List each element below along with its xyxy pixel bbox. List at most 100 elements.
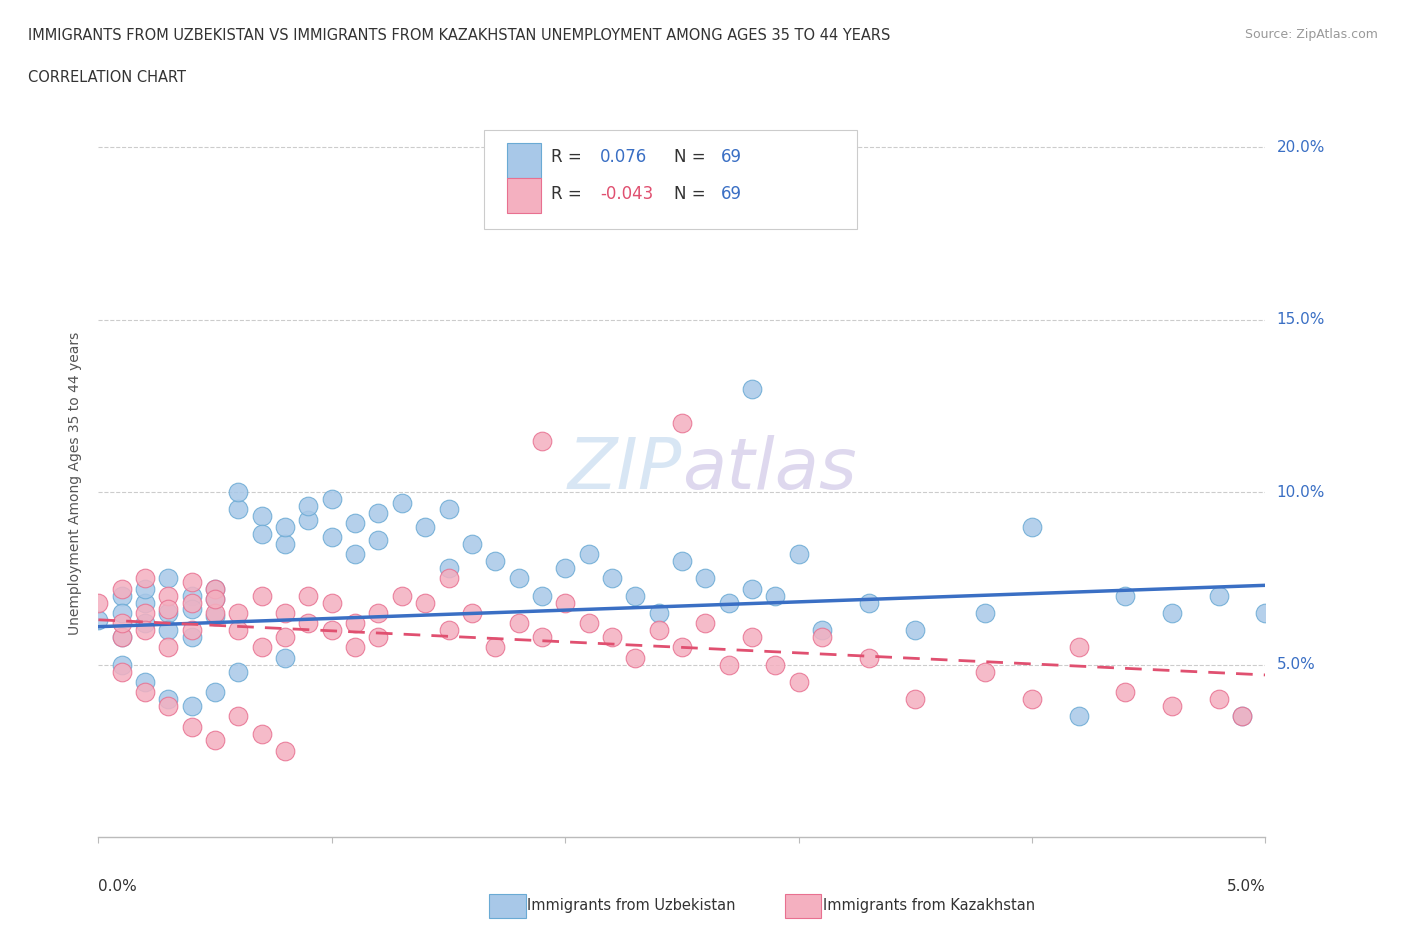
Point <box>787 674 810 689</box>
Point <box>204 609 226 624</box>
Point <box>297 512 319 527</box>
Point <box>274 650 297 665</box>
Point <box>530 433 553 448</box>
Point <box>600 571 623 586</box>
Text: Immigrants from Uzbekistan: Immigrants from Uzbekistan <box>527 898 735 913</box>
Point <box>1254 605 1277 620</box>
Text: 10.0%: 10.0% <box>1277 485 1324 499</box>
FancyBboxPatch shape <box>484 130 858 229</box>
Text: CORRELATION CHART: CORRELATION CHART <box>28 70 186 85</box>
Point <box>344 516 367 531</box>
Text: N =: N = <box>673 148 710 166</box>
Point <box>1021 519 1043 534</box>
Point <box>1114 684 1136 699</box>
Point <box>461 605 484 620</box>
Point <box>204 581 226 596</box>
Point <box>157 640 180 655</box>
Point <box>204 733 226 748</box>
Point <box>461 537 484 551</box>
Point <box>204 591 226 606</box>
Point <box>1161 698 1184 713</box>
Point <box>530 630 553 644</box>
Point <box>111 605 134 620</box>
Point <box>274 519 297 534</box>
Point <box>180 575 202 590</box>
Point <box>157 588 180 603</box>
Point <box>437 502 460 517</box>
Point <box>321 529 343 544</box>
Text: atlas: atlas <box>682 435 856 504</box>
Point <box>1067 709 1090 724</box>
Point <box>297 498 319 513</box>
Point <box>811 623 834 638</box>
Point <box>974 605 997 620</box>
Point <box>274 630 297 644</box>
Point <box>134 684 156 699</box>
Text: 0.076: 0.076 <box>600 148 648 166</box>
Point <box>811 630 834 644</box>
FancyBboxPatch shape <box>508 143 541 178</box>
Point <box>204 605 226 620</box>
Point <box>647 605 669 620</box>
Point <box>671 640 693 655</box>
Point <box>180 588 202 603</box>
Point <box>180 630 202 644</box>
Point <box>111 616 134 631</box>
Point <box>1230 709 1253 724</box>
Point <box>1114 588 1136 603</box>
Point <box>134 623 156 638</box>
Point <box>741 630 763 644</box>
Point <box>111 658 134 672</box>
Point <box>858 595 880 610</box>
Point <box>554 561 576 576</box>
Point <box>204 684 226 699</box>
Point <box>367 630 389 644</box>
Point <box>157 692 180 707</box>
Point <box>484 553 506 568</box>
Point <box>904 692 927 707</box>
Text: 15.0%: 15.0% <box>1277 312 1324 327</box>
Point <box>180 595 202 610</box>
Point <box>250 640 273 655</box>
Point <box>974 664 997 679</box>
Point <box>554 595 576 610</box>
Text: -0.043: -0.043 <box>600 185 654 203</box>
Point <box>437 561 460 576</box>
Point <box>111 588 134 603</box>
Point <box>111 664 134 679</box>
Text: 69: 69 <box>720 148 741 166</box>
Point <box>157 605 180 620</box>
Point <box>508 571 530 586</box>
Point <box>437 571 460 586</box>
Point <box>391 588 413 603</box>
Point <box>904 623 927 638</box>
Point <box>695 616 717 631</box>
Point <box>250 526 273 541</box>
Point <box>204 591 226 606</box>
Point <box>180 602 202 617</box>
Point <box>134 595 156 610</box>
Point <box>344 616 367 631</box>
Point <box>204 581 226 596</box>
Point <box>391 495 413 510</box>
Point <box>134 616 156 631</box>
Point <box>624 588 647 603</box>
Point <box>858 650 880 665</box>
FancyBboxPatch shape <box>508 179 541 213</box>
Text: R =: R = <box>551 148 588 166</box>
Text: 5.0%: 5.0% <box>1277 658 1315 672</box>
Point <box>741 381 763 396</box>
Point <box>647 623 669 638</box>
Point <box>157 602 180 617</box>
Point <box>578 616 600 631</box>
Point <box>250 509 273 524</box>
Text: IMMIGRANTS FROM UZBEKISTAN VS IMMIGRANTS FROM KAZAKHSTAN UNEMPLOYMENT AMONG AGES: IMMIGRANTS FROM UZBEKISTAN VS IMMIGRANTS… <box>28 28 890 43</box>
Point <box>180 623 202 638</box>
Point <box>111 630 134 644</box>
Point <box>413 595 436 610</box>
Text: 69: 69 <box>720 185 741 203</box>
Point <box>1230 709 1253 724</box>
Point <box>134 581 156 596</box>
Point <box>413 519 436 534</box>
Point <box>321 492 343 507</box>
